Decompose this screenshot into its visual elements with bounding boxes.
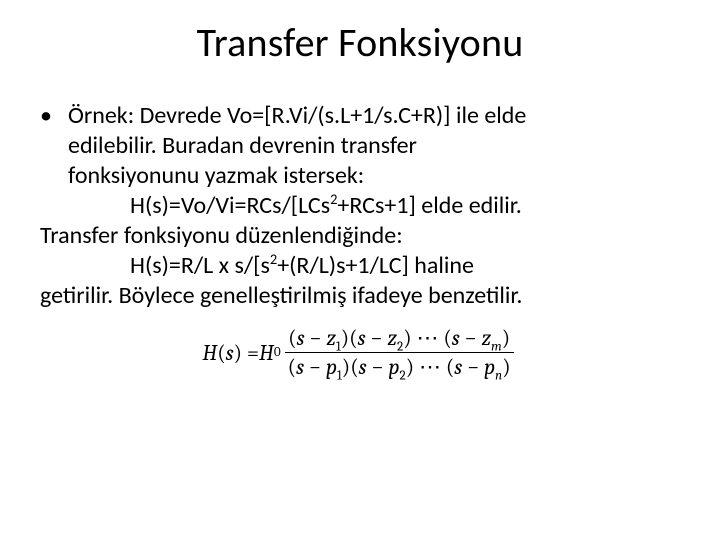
transfer-function-formula: H(s) = H0 (s − z1)(s − z2) ⋯ (s − zm) (s… [202, 325, 517, 380]
n-zm: z [482, 325, 492, 351]
f-H0-H: H [259, 340, 274, 366]
d-s1: s [296, 354, 304, 380]
eq1-pre: H(s)=Vo/Vi=RCs/[LCs [130, 191, 330, 220]
n-z2: z [387, 325, 397, 351]
body-line-7: getirilir. Böylece genelleştirilmiş ifad… [40, 281, 680, 311]
n-dots: ⋯ [412, 325, 444, 351]
body-line-1: Örnek: Devrede Vo=[R.Vi/(s.L+1/s.C+R)] i… [68, 101, 526, 130]
f-lp: ( [217, 340, 225, 366]
eq2-pre: H(s)=R/L x s/[s [130, 251, 270, 280]
n-o1: ( [288, 325, 296, 351]
d-dots: ⋯ [414, 354, 446, 380]
fraction-bar [285, 352, 514, 353]
bullet-icon: • [40, 101, 68, 131]
f-rp-eq: ) = [234, 340, 259, 366]
d-m1: − [304, 354, 326, 380]
fraction: (s − z1)(s − z2) ⋯ (s − zm) (s − p1)(s −… [285, 325, 514, 380]
n-om: ( [443, 325, 451, 351]
eq1-post: +RCs+1] elde edilir. [337, 191, 521, 220]
d-s2: s [359, 354, 367, 380]
d-on: ( [446, 354, 454, 380]
slide-body: • Örnek: Devrede Vo=[R.Vi/(s.L+1/s.C+R)]… [40, 101, 680, 311]
n-c1: ) [341, 325, 349, 351]
formula-container: H(s) = H0 (s − z1)(s − z2) ⋯ (s − zm) (s… [40, 325, 680, 380]
f-H: H [202, 340, 217, 366]
n-s2: s [358, 325, 366, 351]
equation-line-1: H(s)=Vo/Vi=RCs/[LCs2+RCs+1] elde edilir. [40, 191, 680, 221]
n-c2: ) [403, 325, 411, 351]
n-z1: z [326, 325, 336, 351]
n-o2: ( [349, 325, 357, 351]
d-p1: p [326, 354, 337, 380]
denominator: (s − p1)(s − p2) ⋯ (s − pn) [285, 354, 514, 380]
body-line-5: Transfer fonksiyonu düzenlendiğinde: [40, 221, 680, 251]
slide: Transfer Fonksiyonu • Örnek: Devrede Vo=… [0, 0, 720, 540]
d-p2: p [388, 354, 399, 380]
slide-title: Transfer Fonksiyonu [40, 18, 680, 67]
n-s1: s [297, 325, 305, 351]
d-o1: ( [288, 354, 296, 380]
d-o2: ( [350, 354, 358, 380]
body-line-3: fonksiyonunu yazmak istersek: [68, 161, 364, 190]
d-pn: p [484, 354, 495, 380]
d-c1: ) [342, 354, 350, 380]
n-m2: − [366, 325, 388, 351]
n-m1: − [305, 325, 327, 351]
n-cm: ) [502, 325, 510, 351]
eq2-post: +(R/L)s+1/LC] haline [277, 251, 474, 280]
numerator: (s − z1)(s − z2) ⋯ (s − zm) [285, 325, 513, 351]
n-mm: − [460, 325, 482, 351]
n-sm: s [452, 325, 460, 351]
bullet-text: Örnek: Devrede Vo=[R.Vi/(s.L+1/s.C+R)] i… [68, 101, 680, 191]
body-line-2: edilebilir. Buradan devrenin transfer [68, 131, 417, 160]
d-c2: ) [406, 354, 414, 380]
f-s: s [226, 340, 234, 366]
d-mn: − [462, 354, 484, 380]
d-m2: − [367, 354, 389, 380]
d-cn: ) [502, 354, 510, 380]
bullet-row: • Örnek: Devrede Vo=[R.Vi/(s.L+1/s.C+R)]… [40, 101, 680, 191]
equation-line-2: H(s)=R/L x s/[s2+(R/L)s+1/LC] haline [40, 251, 680, 281]
